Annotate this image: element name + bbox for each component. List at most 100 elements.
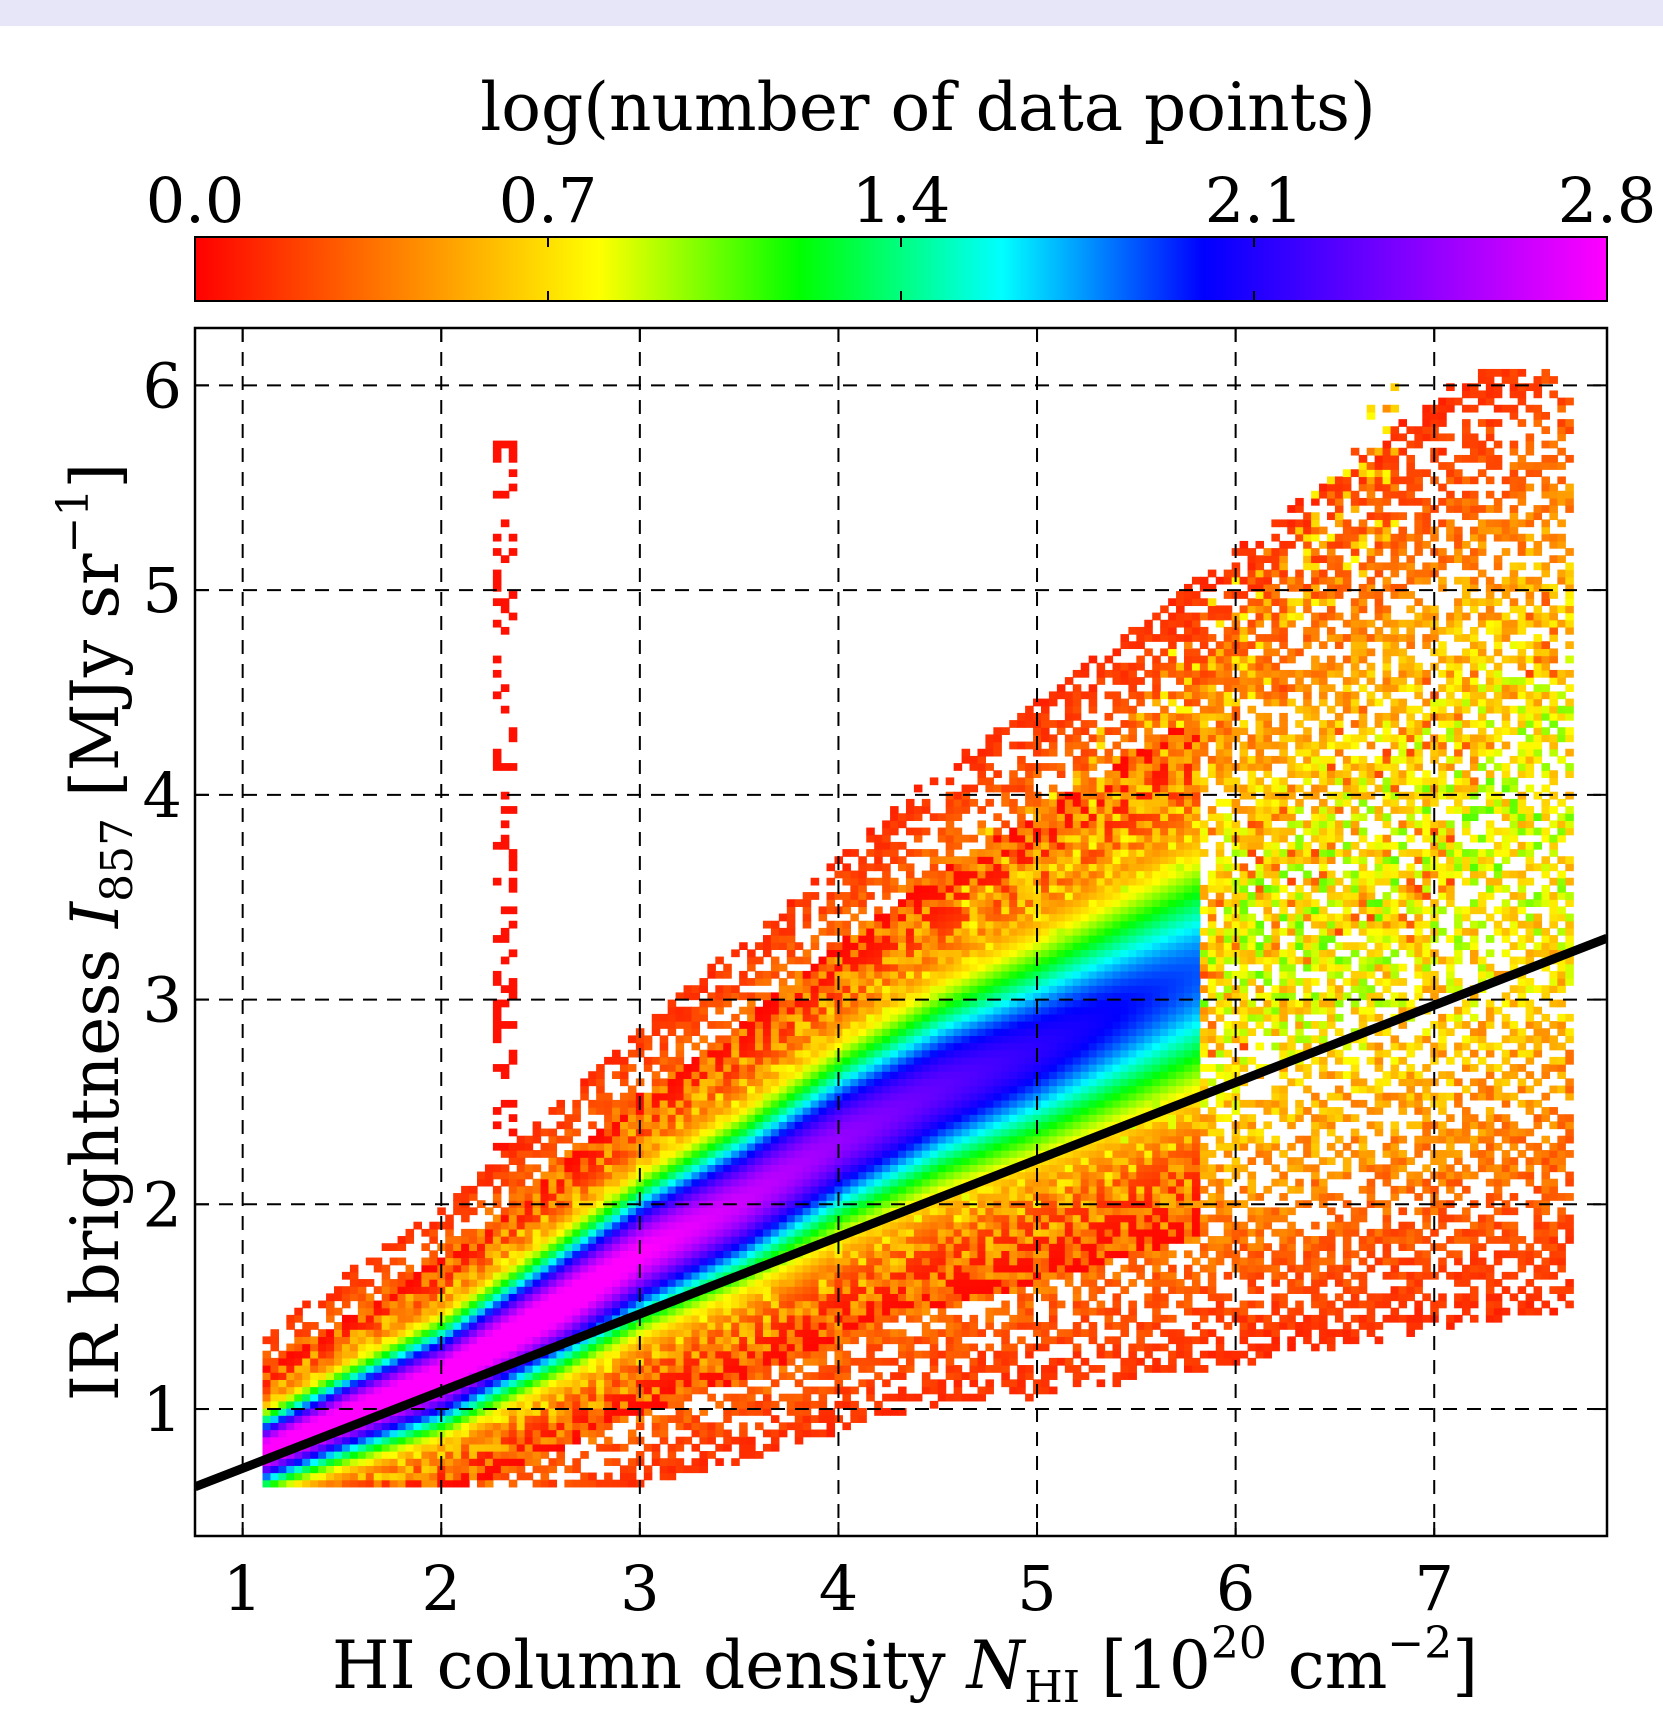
heatmap-cell: [532, 1164, 542, 1173]
heatmap-cell: [961, 920, 971, 929]
heatmap-cell: [699, 1379, 708, 1388]
heatmap-cell: [826, 1221, 836, 1230]
heatmap-cell: [977, 1329, 987, 1337]
heatmap-cell: [913, 956, 923, 965]
heatmap-cell: [755, 1307, 764, 1316]
heatmap-cell: [580, 1422, 589, 1431]
heatmap-cell: [850, 970, 859, 979]
heatmap-cell: [786, 1329, 796, 1337]
heatmap-cell: [357, 1314, 367, 1323]
heatmap-cell: [691, 1135, 701, 1144]
heatmap-cell: [786, 949, 796, 958]
heatmap-cell: [453, 1243, 462, 1251]
heatmap-cell: [731, 1279, 740, 1287]
heatmap-cell: [667, 1393, 677, 1402]
heatmap-cell: [842, 1193, 851, 1201]
heatmap-cell: [794, 1099, 804, 1108]
heatmap-cell: [770, 1214, 780, 1223]
heatmap-cell: [985, 1279, 994, 1287]
heatmap-cell: [270, 1365, 280, 1373]
heatmap-cell: [842, 1422, 851, 1431]
heatmap-cell: [540, 1393, 550, 1402]
heatmap-cell: [786, 935, 796, 943]
heatmap-cell: [556, 1451, 565, 1459]
heatmap-cell: [913, 813, 923, 822]
heatmap-cell: [326, 1458, 335, 1466]
heatmap-cell: [905, 1250, 915, 1259]
heatmap-cell: [469, 1443, 478, 1452]
heatmap-cell: [397, 1429, 407, 1438]
heatmap-cell: [913, 1121, 923, 1130]
heatmap-cell: [310, 1451, 319, 1459]
heatmap-cell: [850, 1056, 859, 1065]
heatmap-cell: [993, 1279, 1002, 1287]
heatmap-cell: [492, 669, 502, 678]
heatmap-cell: [778, 1128, 788, 1137]
heatmap-cell: [977, 978, 987, 986]
heatmap-cell: [739, 1035, 748, 1044]
heatmap-cell: [953, 1257, 963, 1266]
heatmap-cell: [508, 1300, 518, 1309]
heatmap-cell: [627, 1436, 637, 1445]
heatmap-cell: [842, 1128, 851, 1137]
heatmap-cell: [961, 1207, 971, 1216]
heatmap-cell: [540, 1422, 550, 1431]
heatmap-cell: [913, 1236, 923, 1244]
heatmap-cell: [326, 1408, 335, 1416]
heatmap-cell: [937, 1314, 947, 1323]
heatmap-cell: [810, 1056, 820, 1065]
heatmap-cell: [921, 1121, 931, 1130]
heatmap-cell: [484, 1293, 494, 1302]
heatmap-cell: [818, 1271, 828, 1280]
heatmap-cell: [389, 1343, 399, 1352]
heatmap-cell: [977, 1171, 987, 1180]
heatmap-cell: [429, 1350, 438, 1359]
heatmap-cell: [453, 1200, 462, 1208]
heatmap-cell: [929, 1336, 939, 1345]
heatmap-cell: [604, 1243, 613, 1251]
heatmap-cell: [477, 1343, 486, 1352]
heatmap-cell: [405, 1429, 415, 1438]
heatmap-cell: [818, 1408, 828, 1416]
heatmap-cell: [913, 1013, 923, 1022]
heatmap-cell: [500, 935, 510, 943]
heatmap-cell: [866, 1114, 875, 1122]
heatmap-cell: [747, 1064, 756, 1072]
heatmap-cell: [691, 1114, 701, 1122]
heatmap-cell: [564, 1271, 573, 1280]
heatmap-cell: [905, 1350, 915, 1359]
heatmap-cell: [651, 1135, 661, 1144]
heatmap-cell: [961, 1128, 971, 1137]
heatmap-cell: [977, 1042, 987, 1051]
heatmap-cell: [977, 1099, 987, 1108]
heatmap-cell: [341, 1293, 351, 1302]
heatmap-cell: [898, 1035, 907, 1044]
heatmap-cell: [484, 1429, 494, 1438]
heatmap-cell: [961, 1135, 971, 1144]
heatmap-cell: [969, 1372, 979, 1380]
heatmap-cell: [580, 1243, 589, 1251]
heatmap-cell: [691, 1107, 701, 1115]
heatmap-cell: [691, 1465, 701, 1474]
heatmap-cell: [397, 1479, 407, 1488]
heatmap-cell: [349, 1372, 359, 1380]
heatmap-cell: [929, 1207, 939, 1216]
heatmap-cell: [818, 1150, 828, 1158]
heatmap-cell: [842, 870, 851, 879]
heatmap-cell: [810, 1114, 820, 1122]
heatmap-cell: [365, 1300, 375, 1309]
heatmap-cell: [826, 1164, 836, 1173]
heatmap-cell: [794, 1214, 804, 1223]
heatmap-cell: [731, 1114, 740, 1122]
heatmap-cell: [707, 1214, 716, 1223]
heatmap-cell: [508, 1465, 518, 1474]
heatmap-cell: [604, 1365, 613, 1373]
heatmap-cell: [866, 1279, 875, 1287]
heatmap-cell: [770, 1221, 780, 1230]
heatmap-cell: [985, 927, 994, 936]
heatmap-cell: [564, 1114, 573, 1122]
heatmap-cell: [905, 1271, 915, 1280]
heatmap-cell: [659, 1193, 669, 1201]
heatmap-cell: [484, 1207, 494, 1216]
heatmap-cell: [953, 813, 963, 822]
